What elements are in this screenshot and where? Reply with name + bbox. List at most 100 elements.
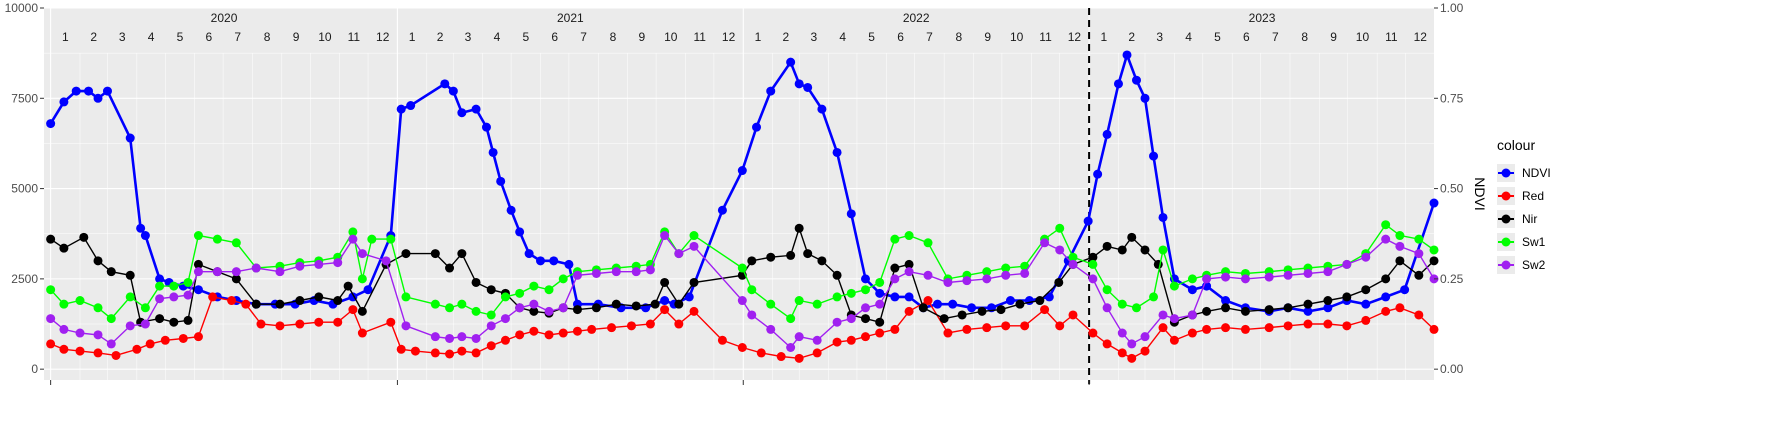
month-label: 5 (1214, 30, 1221, 44)
data-point (1169, 314, 1179, 324)
right-tick-label: 0.50 (1440, 182, 1464, 196)
legend: colour NDVI Red Nir Sw1 Sw2 (1497, 137, 1551, 274)
data-point (1093, 169, 1103, 179)
data-point (1414, 249, 1424, 259)
data-point (486, 310, 496, 320)
data-point (524, 249, 534, 259)
left-tick-label: 2500 (11, 272, 38, 286)
month-label: 5 (177, 30, 184, 44)
data-point (1088, 328, 1098, 338)
data-point (125, 292, 135, 302)
data-point (977, 306, 987, 316)
data-point (943, 277, 953, 287)
month-label: 4 (148, 30, 155, 44)
data-point (1342, 321, 1352, 331)
data-point (357, 306, 367, 316)
plot-panel (44, 8, 1434, 380)
data-point (1117, 299, 1127, 309)
data-point (689, 241, 699, 251)
axes: 0 2500 5000 7500 10000 0.00 0.25 0.50 0.75 1.00 ND… (5, 1, 1488, 385)
data-point (1127, 232, 1137, 242)
data-point (529, 306, 539, 316)
month-label: 3 (811, 30, 818, 44)
data-point (486, 285, 496, 295)
data-point (544, 285, 554, 295)
data-point (737, 296, 747, 306)
data-point (572, 326, 582, 336)
data-point (155, 314, 165, 324)
legend-key-sw2: Sw2 (1497, 256, 1546, 274)
legend-key-sw1: Sw1 (1497, 233, 1546, 251)
data-point (515, 330, 525, 340)
data-point (717, 335, 727, 345)
month-label: 7 (926, 30, 933, 44)
series-red (46, 292, 1439, 363)
legend-key-point (1501, 237, 1511, 247)
data-point (1158, 245, 1168, 255)
data-point (367, 234, 377, 244)
data-point (1303, 306, 1313, 316)
data-point (1323, 319, 1333, 329)
data-point (1055, 223, 1065, 233)
series-line-sw2 (50, 234, 1435, 349)
data-point (1149, 292, 1159, 302)
data-point (939, 314, 949, 324)
data-point (890, 324, 900, 334)
data-point (645, 319, 655, 329)
data-point (660, 305, 670, 315)
month-label: 12 (1068, 30, 1082, 44)
data-point (1323, 296, 1333, 306)
data-point (59, 299, 69, 309)
data-point (1395, 256, 1405, 266)
data-point (386, 317, 396, 327)
data-point (445, 333, 455, 343)
data-point (84, 86, 94, 96)
data-point (982, 267, 992, 277)
data-point (357, 328, 367, 338)
data-point (904, 292, 914, 302)
data-point (982, 323, 992, 333)
data-point (1127, 339, 1137, 349)
data-point (766, 299, 776, 309)
month-label: 7 (1272, 30, 1279, 44)
data-point (1414, 234, 1424, 244)
right-tick-label: 0.25 (1440, 272, 1464, 286)
data-point (923, 270, 933, 280)
data-point (529, 281, 539, 291)
data-point (860, 314, 870, 324)
data-point (957, 310, 967, 320)
left-tick-label: 7500 (11, 91, 38, 105)
data-point (1102, 285, 1112, 295)
data-point (737, 166, 747, 176)
data-point (1264, 323, 1274, 333)
data-point (846, 335, 856, 345)
data-point (295, 319, 305, 329)
data-point (357, 274, 367, 284)
data-point (1117, 348, 1127, 358)
data-point (183, 290, 193, 300)
month-label: 12 (376, 30, 390, 44)
month-label: 11 (1385, 30, 1398, 44)
month-label: 1 (409, 30, 416, 44)
data-point (251, 299, 261, 309)
data-point (1361, 299, 1371, 309)
month-label: 5 (522, 30, 529, 44)
data-point (1088, 252, 1098, 262)
month-label: 4 (839, 30, 846, 44)
month-label: 9 (639, 30, 646, 44)
data-point (1395, 303, 1405, 313)
data-point (1131, 75, 1141, 85)
data-point (660, 231, 670, 241)
data-point (1044, 292, 1054, 302)
data-point (904, 267, 914, 277)
month-label: 11 (693, 30, 706, 44)
data-point (406, 101, 416, 111)
data-point (752, 122, 762, 132)
data-point (587, 324, 597, 334)
data-point (1381, 306, 1391, 316)
data-point (1055, 321, 1065, 331)
data-point (1158, 323, 1168, 333)
data-point (1127, 353, 1137, 363)
data-point (430, 249, 440, 259)
